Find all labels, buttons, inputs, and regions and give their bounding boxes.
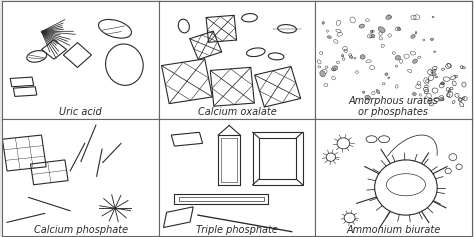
Ellipse shape xyxy=(395,55,401,60)
Text: Triple phosphate: Triple phosphate xyxy=(196,225,278,235)
Ellipse shape xyxy=(320,71,325,77)
Ellipse shape xyxy=(322,22,324,24)
Ellipse shape xyxy=(432,16,434,18)
Ellipse shape xyxy=(328,36,331,38)
Ellipse shape xyxy=(363,91,365,93)
Ellipse shape xyxy=(411,35,415,38)
Ellipse shape xyxy=(415,32,417,34)
Ellipse shape xyxy=(370,30,373,33)
Text: Calcium oxalate: Calcium oxalate xyxy=(198,107,276,117)
Ellipse shape xyxy=(333,68,336,70)
Ellipse shape xyxy=(349,55,353,59)
Text: Calcium phosphate: Calcium phosphate xyxy=(34,225,128,235)
Ellipse shape xyxy=(331,66,337,71)
Ellipse shape xyxy=(376,90,380,94)
Text: Uric acid: Uric acid xyxy=(59,107,102,117)
Ellipse shape xyxy=(397,27,401,31)
Ellipse shape xyxy=(378,27,385,32)
Ellipse shape xyxy=(434,51,436,53)
Ellipse shape xyxy=(386,15,391,19)
Ellipse shape xyxy=(435,77,438,78)
Ellipse shape xyxy=(360,55,365,59)
Ellipse shape xyxy=(342,55,344,57)
Ellipse shape xyxy=(388,77,390,78)
Ellipse shape xyxy=(371,35,375,38)
Ellipse shape xyxy=(385,73,388,75)
Ellipse shape xyxy=(430,38,434,40)
Text: Ammonium biurate: Ammonium biurate xyxy=(346,225,440,235)
Ellipse shape xyxy=(432,73,436,76)
Ellipse shape xyxy=(365,95,371,100)
Text: Amorphous urates
or phosphates: Amorphous urates or phosphates xyxy=(348,96,438,117)
Ellipse shape xyxy=(412,59,418,63)
Ellipse shape xyxy=(359,24,365,28)
Ellipse shape xyxy=(412,92,416,96)
